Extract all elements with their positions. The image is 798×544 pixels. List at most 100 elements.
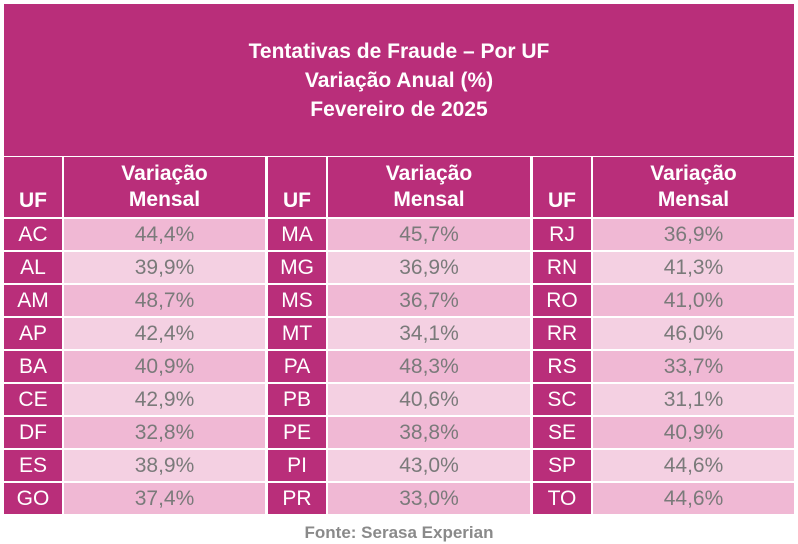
uf-cell: AP — [4, 318, 62, 349]
table-group-1: UF Variação Mensal AC 44,4% AL 39,9% AM 48,7% AP… — [4, 157, 265, 514]
uf-cell: RJ — [533, 219, 591, 250]
table-row: RJ 36,9% — [533, 219, 794, 250]
header-uf: UF — [533, 157, 591, 217]
table-row: RS 33,7% — [533, 351, 794, 382]
table-row: RN 41,3% — [533, 252, 794, 283]
uf-cell: PI — [268, 450, 326, 481]
table-row: TO 44,6% — [533, 483, 794, 514]
uf-cell: AC — [4, 219, 62, 250]
uf-cell: ES — [4, 450, 62, 481]
value-cell: 39,9% — [64, 252, 265, 283]
value-cell: 38,9% — [64, 450, 265, 481]
value-cell: 48,7% — [64, 285, 265, 316]
uf-cell: AM — [4, 285, 62, 316]
uf-cell: PB — [268, 384, 326, 415]
value-cell: 31,1% — [593, 384, 794, 415]
uf-cell: MT — [268, 318, 326, 349]
header-row: UF Variação Mensal — [533, 157, 794, 217]
uf-cell: SE — [533, 417, 591, 448]
uf-cell: DF — [4, 417, 62, 448]
value-cell: 33,7% — [593, 351, 794, 382]
uf-cell: GO — [4, 483, 62, 514]
uf-cell: PA — [268, 351, 326, 382]
value-cell: 45,7% — [328, 219, 530, 250]
table-row: BA 40,9% — [4, 351, 265, 382]
header-uf: UF — [268, 157, 326, 217]
table-group-3: UF Variação Mensal RJ 36,9% RN 41,3% RO 41,0% RR… — [533, 157, 794, 514]
table-row: SC 31,1% — [533, 384, 794, 415]
header-uf: UF — [4, 157, 62, 217]
table-row: SP 44,6% — [533, 450, 794, 481]
uf-cell: SC — [533, 384, 591, 415]
subtitle-line: Variação Anual (%) — [304, 68, 494, 92]
period-line: Fevereiro de 2025 — [310, 97, 488, 121]
value-cell: 42,9% — [64, 384, 265, 415]
uf-cell: AL — [4, 252, 62, 283]
title-line: Tentativas de Fraude – Por UF — [248, 39, 550, 63]
header-row: UF Variação Mensal — [268, 157, 530, 217]
value-cell: 40,6% — [328, 384, 530, 415]
table-row: AC 44,4% — [4, 219, 265, 250]
header-variacao-mensal: Variação Mensal — [64, 157, 265, 217]
value-cell: 44,4% — [64, 219, 265, 250]
table-grid: UF Variação Mensal AC 44,4% AL 39,9% AM 48,7% AP… — [4, 157, 794, 514]
table-row: RO 41,0% — [533, 285, 794, 316]
value-cell: 43,0% — [328, 450, 530, 481]
table-row: ES 38,9% — [4, 450, 265, 481]
table-row: AP 42,4% — [4, 318, 265, 349]
table-row: MG 36,9% — [268, 252, 530, 283]
table-row: MT 34,1% — [268, 318, 530, 349]
value-cell: 36,7% — [328, 285, 530, 316]
value-cell: 33,0% — [328, 483, 530, 514]
table-row: RR 46,0% — [533, 318, 794, 349]
header-variacao-mensal: Variação Mensal — [593, 157, 794, 217]
value-cell: 36,9% — [328, 252, 530, 283]
table-row: GO 37,4% — [4, 483, 265, 514]
table-row: AL 39,9% — [4, 252, 265, 283]
table-row: MA 45,7% — [268, 219, 530, 250]
value-cell: 34,1% — [328, 318, 530, 349]
table-row: DF 32,8% — [4, 417, 265, 448]
uf-cell: BA — [4, 351, 62, 382]
value-cell: 36,9% — [593, 219, 794, 250]
value-cell: 41,3% — [593, 252, 794, 283]
header-row: UF Variação Mensal — [4, 157, 265, 217]
table-row: PA 48,3% — [268, 351, 530, 382]
table-row: SE 40,9% — [533, 417, 794, 448]
table-title: Tentativas de Fraude – Por UF Variação A… — [4, 4, 794, 156]
uf-cell: CE — [4, 384, 62, 415]
value-cell: 37,4% — [64, 483, 265, 514]
uf-cell: MG — [268, 252, 326, 283]
table-row: PI 43,0% — [268, 450, 530, 481]
uf-cell: RS — [533, 351, 591, 382]
value-cell: 40,9% — [593, 417, 794, 448]
source-note: Fonte: Serasa Experian — [304, 523, 494, 542]
uf-cell: PE — [268, 417, 326, 448]
table-row: MS 36,7% — [268, 285, 530, 316]
uf-cell: PR — [268, 483, 326, 514]
uf-cell: RO — [533, 285, 591, 316]
uf-cell: TO — [533, 483, 591, 514]
value-cell: 38,8% — [328, 417, 530, 448]
table-row: PB 40,6% — [268, 384, 530, 415]
table-row: PR 33,0% — [268, 483, 530, 514]
value-cell: 40,9% — [64, 351, 265, 382]
value-cell: 42,4% — [64, 318, 265, 349]
table-group-2: UF Variação Mensal MA 45,7% MG 36,9% MS 36,7% MT… — [268, 157, 530, 514]
uf-cell: MA — [268, 219, 326, 250]
uf-cell: MS — [268, 285, 326, 316]
value-cell: 48,3% — [328, 351, 530, 382]
header-variacao-mensal: Variação Mensal — [328, 157, 530, 217]
table-container: Tentativas de Fraude – Por UF Variação A… — [4, 4, 794, 514]
table-row: CE 42,9% — [4, 384, 265, 415]
uf-cell: RR — [533, 318, 591, 349]
value-cell: 44,6% — [593, 450, 794, 481]
value-cell: 41,0% — [593, 285, 794, 316]
uf-cell: SP — [533, 450, 591, 481]
value-cell: 44,6% — [593, 483, 794, 514]
value-cell: 46,0% — [593, 318, 794, 349]
table-row: PE 38,8% — [268, 417, 530, 448]
table-row: AM 48,7% — [4, 285, 265, 316]
value-cell: 32,8% — [64, 417, 265, 448]
uf-cell: RN — [533, 252, 591, 283]
